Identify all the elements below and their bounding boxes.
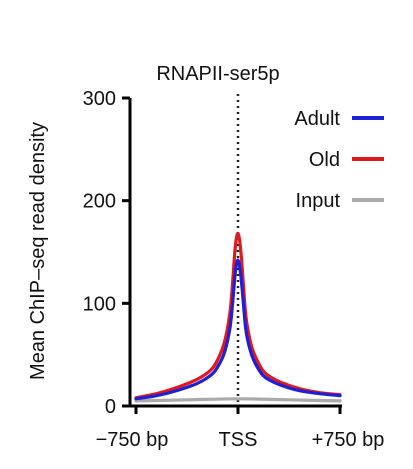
chart-title: RNAPII-ser5p <box>156 63 279 85</box>
x-tick-label: −750 bp <box>96 429 169 451</box>
y-tick-label: 300 <box>83 88 116 110</box>
y-axis-title: Mean ChIP–seq read density <box>27 122 49 380</box>
x-tick-label: TSS <box>219 429 258 451</box>
series-line-input <box>134 397 342 403</box>
legend-label-old: Old <box>309 149 340 171</box>
series-line-old <box>134 231 342 400</box>
legend-label-input: Input <box>296 190 341 212</box>
y-tick-label: 100 <box>83 293 116 315</box>
y-tick-label: 200 <box>83 191 116 213</box>
x-tick-label: +750 bp <box>312 429 385 451</box>
series-line-adult <box>134 258 342 401</box>
legend-label-adult: Adult <box>294 108 340 130</box>
y-tick-label: 0 <box>105 396 116 418</box>
plot-area: 0 100 200 300 −750 bp TSS +750 bp <box>83 88 385 451</box>
legend: Adult Old Input <box>294 108 384 212</box>
